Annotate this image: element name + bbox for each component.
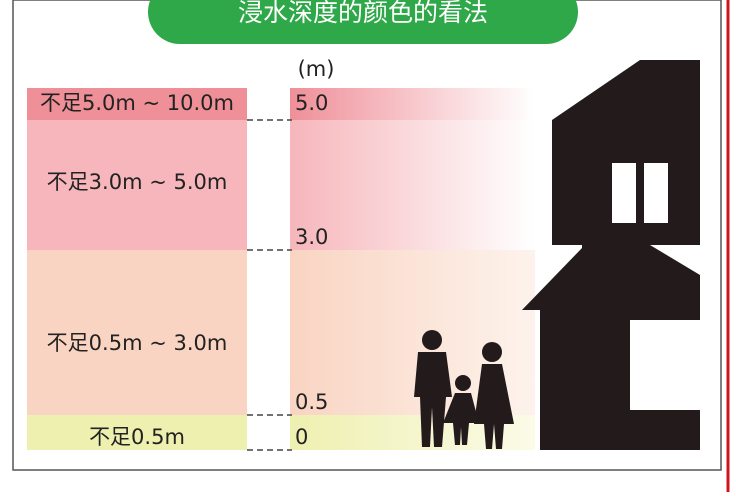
page: 浸水深度的颜色的看法 (m) 不足5.0m ~ 10.0m 不足3.0m ~ 5…	[0, 0, 736, 492]
band-label: 不足0.5m	[89, 425, 185, 449]
band-label: 不足3.0m ~ 5.0m	[47, 170, 228, 194]
unit: (m)	[298, 57, 335, 81]
window	[644, 163, 668, 223]
window	[612, 163, 636, 223]
scale-label: 3.0	[295, 225, 328, 249]
scale-label: 0.5	[295, 390, 328, 414]
band-label: 不足0.5m ~ 3.0m	[47, 331, 228, 355]
title: 浸水深度的颜色的看法	[238, 0, 488, 27]
scale-label: 0	[295, 425, 308, 449]
scale-label: 5.0	[295, 91, 328, 115]
band-label: 不足5.0m ~ 10.0m	[40, 91, 234, 115]
